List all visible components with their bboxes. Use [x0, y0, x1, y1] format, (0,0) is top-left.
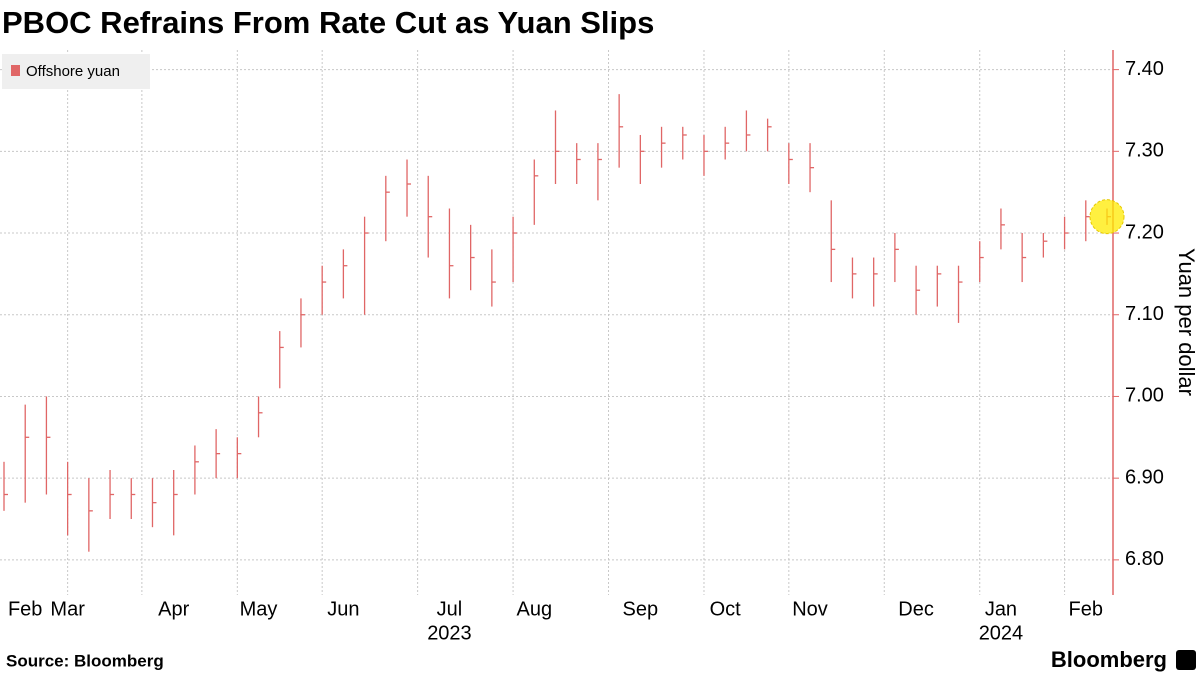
y-tick-label: 7.00 — [1125, 385, 1164, 407]
x-tick-label: Jun — [327, 598, 359, 620]
x-tick-label: May — [240, 598, 278, 620]
legend-box — [2, 54, 150, 89]
x-tick-label: Feb — [1069, 598, 1103, 620]
x-tick-label: Feb — [8, 598, 42, 620]
y-tick-label: 7.40 — [1125, 58, 1164, 80]
x-tick-label: Oct — [710, 598, 742, 620]
x-tick-label: Apr — [158, 598, 189, 620]
legend-label: Offshore yuan — [26, 63, 120, 80]
y-tick-label: 6.80 — [1125, 548, 1164, 570]
x-tick-label: Sep — [623, 598, 659, 620]
x-tick-label: Aug — [516, 598, 552, 620]
year-label: 2023 — [427, 622, 472, 644]
x-tick-label: Jul — [437, 598, 463, 620]
brand-icon — [1176, 650, 1196, 670]
y-tick-label: 7.10 — [1125, 303, 1164, 325]
chart-title: PBOC Refrains From Rate Cut as Yuan Slip… — [2, 5, 654, 40]
legend-swatch — [11, 65, 20, 76]
source: Source: Bloomberg — [6, 651, 164, 670]
x-tick-label: Dec — [898, 598, 934, 620]
x-tick-label: Mar — [50, 598, 85, 620]
brand: Bloomberg — [1051, 647, 1167, 672]
y-tick-label: 6.90 — [1125, 466, 1164, 488]
year-label: 2024 — [979, 622, 1024, 644]
y-tick-label: 7.20 — [1125, 221, 1164, 243]
y-tick-label: 7.30 — [1125, 140, 1164, 162]
y-axis-label: Yuan per dollar — [1174, 248, 1199, 396]
x-tick-label: Nov — [792, 598, 828, 620]
highlight — [1089, 199, 1125, 235]
x-tick-label: Jan — [985, 598, 1017, 620]
